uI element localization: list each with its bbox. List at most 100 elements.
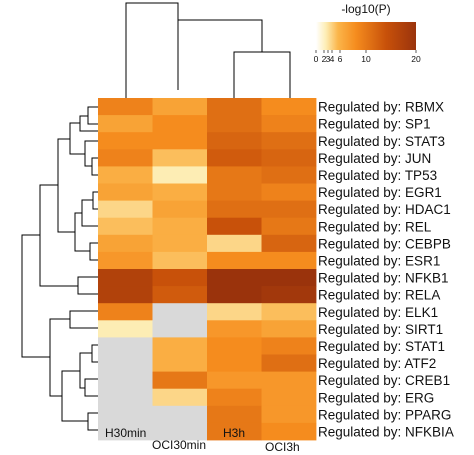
heatmap-cell — [152, 251, 208, 270]
heatmap-cell — [207, 388, 262, 407]
heatmap-cell — [261, 98, 317, 116]
row-label: Regulated by: NFKBIA — [318, 424, 454, 439]
heatmap-cell — [261, 132, 317, 150]
heatmap-cell — [261, 251, 317, 270]
row-label: Regulated by: SIRT1 — [318, 322, 443, 337]
heatmap-cell — [152, 183, 208, 201]
heatmap-cell — [152, 132, 208, 150]
heatmap-cell — [261, 183, 317, 201]
heatmap-cell — [261, 422, 317, 441]
colorbar-tick-label: 4 — [330, 54, 335, 64]
row-label: Regulated by: RBMX — [318, 100, 444, 115]
heatmap-cell — [98, 251, 153, 270]
heatmap-cell — [98, 166, 153, 184]
row-label: Regulated by: RELA — [318, 288, 440, 303]
heatmap-cell — [152, 303, 208, 321]
heatmap-cell — [261, 166, 317, 184]
heatmap-cell — [152, 388, 208, 407]
heatmap-cell — [261, 320, 317, 338]
heatmap-cell — [98, 234, 153, 253]
heatmap-cell — [152, 269, 208, 287]
heatmap-cell — [261, 115, 317, 133]
row-label: Regulated by: EGR1 — [318, 185, 442, 200]
heatmap-cell — [261, 303, 317, 321]
heatmap-cell — [261, 286, 317, 304]
heatmap-cell — [207, 371, 262, 390]
row-label: Regulated by: CEBPB — [318, 236, 451, 251]
heatmap-cell — [152, 422, 208, 441]
column-label: H30min — [105, 426, 146, 440]
heatmap-cell — [98, 320, 153, 338]
heatmap-cell — [98, 269, 153, 287]
heatmap-cell — [152, 371, 208, 390]
heatmap-cell — [152, 98, 208, 116]
heatmap-cell — [98, 422, 153, 441]
heatmap-cell — [207, 217, 262, 236]
heatmap-cell — [261, 337, 317, 355]
heatmap-cell — [152, 149, 208, 167]
heatmap-cell — [98, 183, 153, 201]
heatmap-cell — [207, 98, 262, 116]
heatmap-cell — [98, 303, 153, 321]
heatmap-cell — [261, 234, 317, 253]
row-label: Regulated by: SP1 — [318, 117, 431, 132]
column-dendrogram — [125, 2, 291, 100]
heatmap-cell — [152, 166, 208, 184]
colorbar-title: -log10(P) — [341, 2, 390, 16]
heatmap-cell — [207, 354, 262, 372]
colorbar-tick-label: 0 — [314, 54, 319, 64]
heatmap-cell — [152, 217, 208, 236]
colorbar-tick-label: 2 — [322, 54, 327, 64]
heatmap-cell — [98, 371, 153, 390]
colorbar-tick-label: 6 — [338, 54, 343, 64]
row-label: Regulated by: PPARG — [318, 407, 451, 422]
row-label: Regulated by: TP53 — [318, 168, 437, 183]
heatmap-cell — [98, 200, 153, 219]
heatmap-cell — [207, 183, 262, 201]
row-label: Regulated by: NFKB1 — [318, 271, 449, 286]
heatmap-cell — [98, 149, 153, 167]
heatmap-cell — [98, 217, 153, 236]
row-dendrogram — [21, 106, 98, 431]
heatmap-cell — [261, 371, 317, 390]
heatmap-cell — [207, 269, 262, 287]
row-label: Regulated by: JUN — [318, 151, 431, 166]
heatmap-cell — [207, 303, 262, 321]
row-label: Regulated by: HDAC1 — [318, 202, 451, 217]
heatmap-cell — [98, 388, 153, 407]
heatmap-cell — [152, 200, 208, 219]
heatmap-cell — [98, 337, 153, 355]
row-label: Regulated by: ERG — [318, 390, 434, 405]
heatmap-cell — [261, 217, 317, 236]
row-labels: Regulated by: RBMX Regulated by: SP1 Regul… — [318, 100, 454, 440]
heatmap-cell — [207, 251, 262, 270]
heatmap-cell — [207, 132, 262, 150]
heatmap-cell — [207, 422, 262, 441]
heatmap-cell — [152, 354, 208, 372]
heatmap-cell — [98, 115, 153, 133]
row-label: Regulated by: STAT1 — [318, 339, 445, 354]
heatmap-cells — [98, 98, 317, 441]
row-label: Regulated by: REL — [318, 219, 432, 234]
heatmap-cell — [207, 115, 262, 133]
colorbar-tick-label: 3 — [326, 54, 331, 64]
heatmap-cell — [207, 320, 262, 338]
row-label: Regulated by: ESR1 — [318, 253, 440, 268]
heatmap-cell — [261, 354, 317, 372]
heatmap-cell — [152, 337, 208, 355]
heatmap-cell — [207, 286, 262, 304]
heatmap-cell — [207, 200, 262, 219]
heatmap-cell — [98, 98, 153, 116]
heatmap-cell — [207, 234, 262, 253]
colorbar-gradient — [316, 22, 416, 50]
heatmap-cell — [98, 354, 153, 372]
column-label: OCI3h — [265, 440, 300, 454]
colorbar-tick-label: 20 — [411, 54, 421, 64]
heatmap-cell — [261, 405, 317, 424]
heatmap-cell — [207, 337, 262, 355]
colorbar-legend: -log10(P) 0 2 3 4 6 10 20 — [314, 2, 421, 64]
heatmap-cell — [261, 200, 317, 219]
row-label: Regulated by: ELK1 — [318, 305, 438, 320]
heatmap-cell — [207, 166, 262, 184]
